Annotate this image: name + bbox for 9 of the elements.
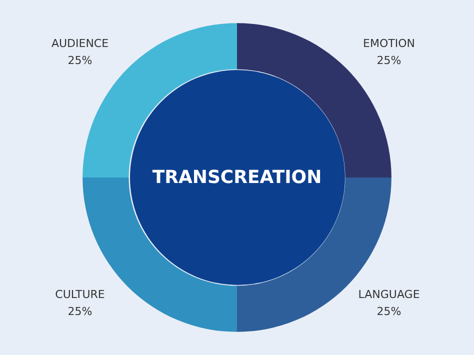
slice-label: CULTURE — [55, 288, 105, 301]
data-label: 25% — [376, 305, 402, 318]
data-label: 25% — [68, 305, 92, 318]
slice-label: AUDIENCE — [51, 37, 109, 50]
slice-label: LANGUAGE — [358, 288, 420, 301]
data-label: 25% — [376, 54, 402, 67]
slice-label: EMOTION — [363, 37, 415, 50]
data-label: 25% — [68, 54, 92, 67]
text: TRANSCREATION — [152, 167, 322, 188]
